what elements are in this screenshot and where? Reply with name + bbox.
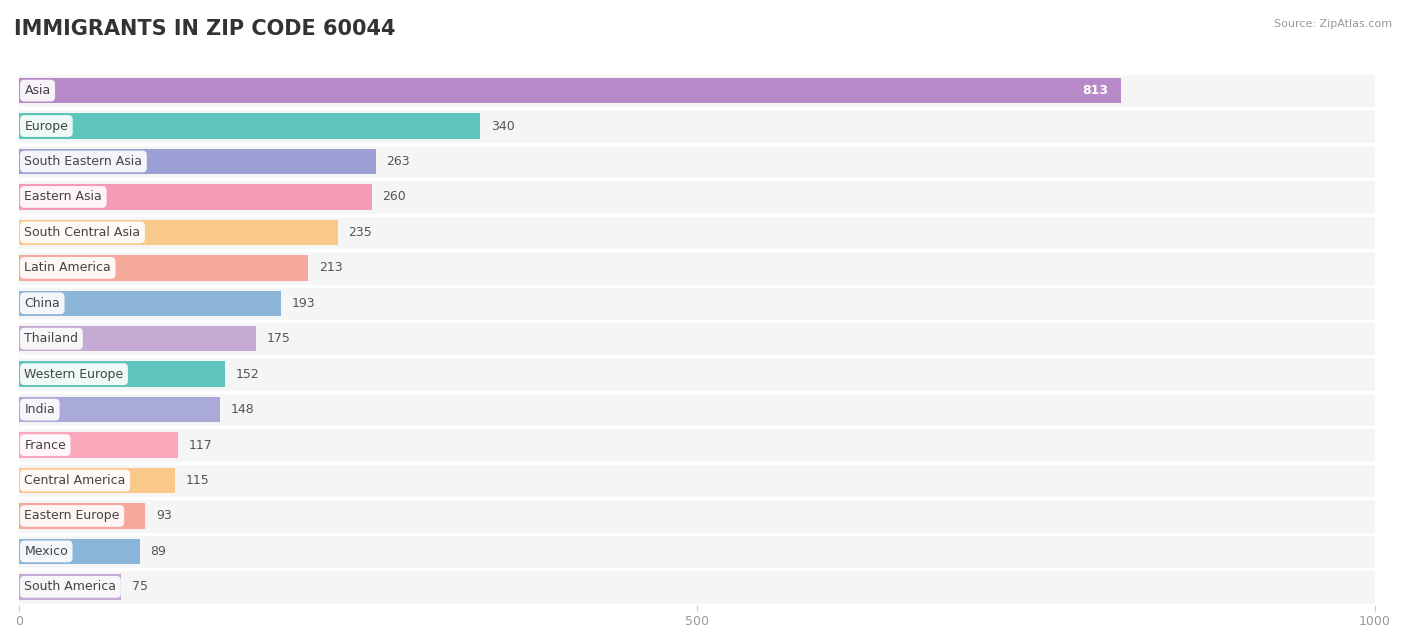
Bar [20, 144, 1375, 179]
Text: Latin America: Latin America [24, 261, 111, 275]
Bar [20, 534, 1375, 569]
Bar [20, 428, 1375, 463]
Bar [20, 108, 1375, 144]
Bar [20, 397, 219, 422]
Text: 193: 193 [291, 297, 315, 310]
Text: 148: 148 [231, 403, 254, 416]
Bar [20, 467, 174, 493]
Text: 152: 152 [236, 368, 260, 381]
Text: 117: 117 [188, 439, 212, 451]
Bar [20, 179, 1375, 215]
Bar [20, 326, 256, 352]
Text: 115: 115 [186, 474, 209, 487]
Text: 93: 93 [156, 509, 172, 523]
Bar [20, 149, 375, 174]
Text: France: France [24, 439, 66, 451]
Text: Central America: Central America [24, 474, 125, 487]
Text: 75: 75 [132, 581, 148, 593]
Bar [20, 361, 225, 387]
Bar [20, 250, 1375, 285]
Bar [20, 215, 1375, 250]
Bar [20, 356, 1375, 392]
Bar [20, 73, 1375, 108]
Text: India: India [24, 403, 55, 416]
Bar [20, 574, 121, 600]
Text: 235: 235 [349, 226, 373, 239]
Bar [20, 291, 281, 316]
Text: Mexico: Mexico [24, 545, 67, 558]
Text: South Eastern Asia: South Eastern Asia [24, 155, 142, 168]
Bar [20, 220, 337, 245]
Text: Western Europe: Western Europe [24, 368, 124, 381]
Text: IMMIGRANTS IN ZIP CODE 60044: IMMIGRANTS IN ZIP CODE 60044 [14, 19, 395, 39]
Text: Eastern Asia: Eastern Asia [24, 190, 103, 203]
Bar [20, 432, 177, 458]
Bar [20, 321, 1375, 356]
Text: Asia: Asia [24, 84, 51, 97]
Bar [20, 255, 308, 280]
Text: 260: 260 [382, 190, 406, 203]
Text: 89: 89 [150, 545, 166, 558]
Bar [20, 503, 145, 529]
Text: 263: 263 [387, 155, 411, 168]
Text: 213: 213 [319, 261, 342, 275]
Text: Source: ZipAtlas.com: Source: ZipAtlas.com [1274, 19, 1392, 30]
Bar [20, 463, 1375, 498]
Bar [20, 113, 479, 139]
Bar [20, 285, 1375, 321]
Text: Europe: Europe [24, 120, 69, 132]
Bar [20, 184, 371, 210]
Text: Thailand: Thailand [24, 332, 79, 345]
Text: Eastern Europe: Eastern Europe [24, 509, 120, 523]
Bar [20, 539, 139, 564]
Text: 175: 175 [267, 332, 291, 345]
Bar [20, 569, 1375, 604]
Text: South Central Asia: South Central Asia [24, 226, 141, 239]
Text: China: China [24, 297, 60, 310]
Text: 340: 340 [491, 120, 515, 132]
Text: 813: 813 [1083, 84, 1108, 97]
Bar [20, 78, 1122, 104]
Bar [20, 392, 1375, 428]
Text: South America: South America [24, 581, 117, 593]
Bar [20, 498, 1375, 534]
